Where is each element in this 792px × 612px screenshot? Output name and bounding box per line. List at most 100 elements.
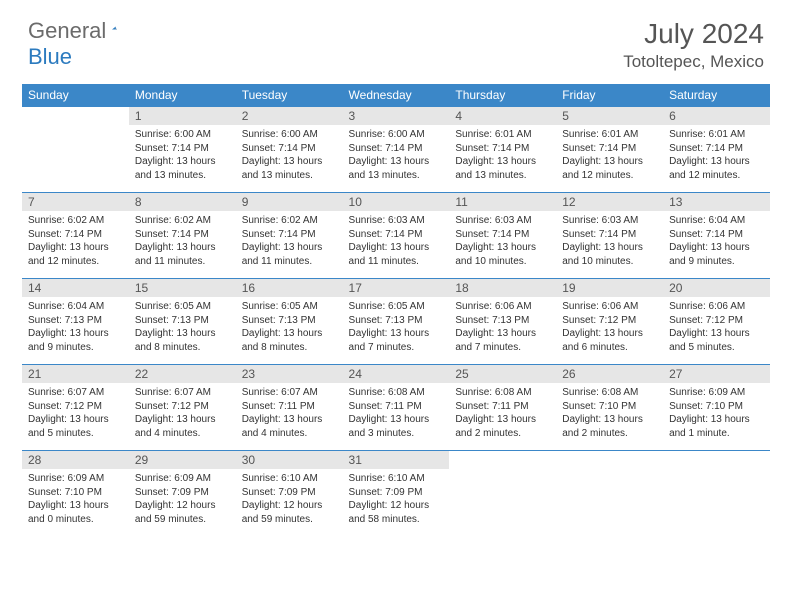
day-body: Sunrise: 6:01 AMSunset: 7:14 PMDaylight:… xyxy=(449,125,556,182)
daylight-line: Daylight: 13 hours and 8 minutes. xyxy=(242,327,337,354)
daylight-line: Daylight: 13 hours and 13 minutes. xyxy=(455,155,550,182)
day-number: 26 xyxy=(556,364,663,383)
empty-day xyxy=(449,450,556,468)
calendar-day-cell: 5Sunrise: 6:01 AMSunset: 7:14 PMDaylight… xyxy=(556,106,663,192)
daylight-line: Daylight: 13 hours and 10 minutes. xyxy=(455,241,550,268)
sunrise-line: Sunrise: 6:03 AM xyxy=(455,214,550,228)
day-number: 15 xyxy=(129,278,236,297)
calendar-day-cell: 1Sunrise: 6:00 AMSunset: 7:14 PMDaylight… xyxy=(129,106,236,192)
calendar-day-cell: 15Sunrise: 6:05 AMSunset: 7:13 PMDayligh… xyxy=(129,278,236,364)
calendar-day-cell: 16Sunrise: 6:05 AMSunset: 7:13 PMDayligh… xyxy=(236,278,343,364)
day-body: Sunrise: 6:07 AMSunset: 7:12 PMDaylight:… xyxy=(129,383,236,440)
daylight-line: Daylight: 13 hours and 10 minutes. xyxy=(562,241,657,268)
daylight-line: Daylight: 12 hours and 59 minutes. xyxy=(242,499,337,526)
day-number: 5 xyxy=(556,106,663,125)
sunset-line: Sunset: 7:14 PM xyxy=(135,228,230,242)
daylight-line: Daylight: 13 hours and 4 minutes. xyxy=(135,413,230,440)
sunset-line: Sunset: 7:14 PM xyxy=(669,228,764,242)
day-body: Sunrise: 6:05 AMSunset: 7:13 PMDaylight:… xyxy=(129,297,236,354)
day-number: 10 xyxy=(343,192,450,211)
day-body: Sunrise: 6:03 AMSunset: 7:14 PMDaylight:… xyxy=(343,211,450,268)
daylight-line: Daylight: 13 hours and 1 minute. xyxy=(669,413,764,440)
month-title: July 2024 xyxy=(623,18,764,50)
day-body: Sunrise: 6:08 AMSunset: 7:11 PMDaylight:… xyxy=(449,383,556,440)
calendar-day-cell xyxy=(449,450,556,536)
daylight-line: Daylight: 12 hours and 59 minutes. xyxy=(135,499,230,526)
calendar-body: 1Sunrise: 6:00 AMSunset: 7:14 PMDaylight… xyxy=(22,106,770,536)
sunrise-line: Sunrise: 6:05 AM xyxy=(135,300,230,314)
day-body: Sunrise: 6:07 AMSunset: 7:11 PMDaylight:… xyxy=(236,383,343,440)
calendar-week-row: 1Sunrise: 6:00 AMSunset: 7:14 PMDaylight… xyxy=(22,106,770,192)
empty-day xyxy=(22,106,129,124)
calendar-day-cell xyxy=(22,106,129,192)
day-body: Sunrise: 6:01 AMSunset: 7:14 PMDaylight:… xyxy=(556,125,663,182)
sunrise-line: Sunrise: 6:07 AM xyxy=(242,386,337,400)
sunrise-line: Sunrise: 6:08 AM xyxy=(349,386,444,400)
daylight-line: Daylight: 13 hours and 13 minutes. xyxy=(135,155,230,182)
day-number: 13 xyxy=(663,192,770,211)
sunset-line: Sunset: 7:14 PM xyxy=(455,228,550,242)
sunset-line: Sunset: 7:14 PM xyxy=(669,142,764,156)
sunrise-line: Sunrise: 6:03 AM xyxy=(562,214,657,228)
title-block: July 2024 Totoltepec, Mexico xyxy=(623,18,764,72)
sunset-line: Sunset: 7:11 PM xyxy=(455,400,550,414)
day-body: Sunrise: 6:09 AMSunset: 7:09 PMDaylight:… xyxy=(129,469,236,526)
calendar-day-cell: 13Sunrise: 6:04 AMSunset: 7:14 PMDayligh… xyxy=(663,192,770,278)
sunrise-line: Sunrise: 6:09 AM xyxy=(28,472,123,486)
day-body: Sunrise: 6:05 AMSunset: 7:13 PMDaylight:… xyxy=(343,297,450,354)
sunset-line: Sunset: 7:14 PM xyxy=(455,142,550,156)
weekday-header: Wednesday xyxy=(343,84,450,106)
calendar-day-cell: 24Sunrise: 6:08 AMSunset: 7:11 PMDayligh… xyxy=(343,364,450,450)
sunset-line: Sunset: 7:10 PM xyxy=(562,400,657,414)
day-body: Sunrise: 6:03 AMSunset: 7:14 PMDaylight:… xyxy=(449,211,556,268)
daylight-line: Daylight: 13 hours and 5 minutes. xyxy=(28,413,123,440)
calendar-day-cell: 19Sunrise: 6:06 AMSunset: 7:12 PMDayligh… xyxy=(556,278,663,364)
calendar-day-cell: 4Sunrise: 6:01 AMSunset: 7:14 PMDaylight… xyxy=(449,106,556,192)
sunset-line: Sunset: 7:12 PM xyxy=(28,400,123,414)
sunset-line: Sunset: 7:14 PM xyxy=(349,228,444,242)
day-number: 21 xyxy=(22,364,129,383)
day-body: Sunrise: 6:00 AMSunset: 7:14 PMDaylight:… xyxy=(129,125,236,182)
sunrise-line: Sunrise: 6:08 AM xyxy=(562,386,657,400)
daylight-line: Daylight: 13 hours and 6 minutes. xyxy=(562,327,657,354)
day-number: 29 xyxy=(129,450,236,469)
day-body: Sunrise: 6:08 AMSunset: 7:10 PMDaylight:… xyxy=(556,383,663,440)
daylight-line: Daylight: 13 hours and 13 minutes. xyxy=(349,155,444,182)
sunrise-line: Sunrise: 6:00 AM xyxy=(135,128,230,142)
sunrise-line: Sunrise: 6:02 AM xyxy=(28,214,123,228)
calendar-day-cell: 22Sunrise: 6:07 AMSunset: 7:12 PMDayligh… xyxy=(129,364,236,450)
calendar-week-row: 28Sunrise: 6:09 AMSunset: 7:10 PMDayligh… xyxy=(22,450,770,536)
sunrise-line: Sunrise: 6:03 AM xyxy=(349,214,444,228)
calendar-table: Sunday Monday Tuesday Wednesday Thursday… xyxy=(22,84,770,536)
daylight-line: Daylight: 13 hours and 8 minutes. xyxy=(135,327,230,354)
sunrise-line: Sunrise: 6:02 AM xyxy=(242,214,337,228)
calendar-day-cell: 2Sunrise: 6:00 AMSunset: 7:14 PMDaylight… xyxy=(236,106,343,192)
day-body: Sunrise: 6:00 AMSunset: 7:14 PMDaylight:… xyxy=(236,125,343,182)
daylight-line: Daylight: 13 hours and 11 minutes. xyxy=(242,241,337,268)
sunrise-line: Sunrise: 6:06 AM xyxy=(669,300,764,314)
day-body: Sunrise: 6:02 AMSunset: 7:14 PMDaylight:… xyxy=(129,211,236,268)
daylight-line: Daylight: 13 hours and 13 minutes. xyxy=(242,155,337,182)
day-body: Sunrise: 6:05 AMSunset: 7:13 PMDaylight:… xyxy=(236,297,343,354)
calendar-day-cell xyxy=(663,450,770,536)
daylight-line: Daylight: 13 hours and 12 minutes. xyxy=(28,241,123,268)
calendar-day-cell: 23Sunrise: 6:07 AMSunset: 7:11 PMDayligh… xyxy=(236,364,343,450)
day-body: Sunrise: 6:06 AMSunset: 7:12 PMDaylight:… xyxy=(663,297,770,354)
daylight-line: Daylight: 13 hours and 0 minutes. xyxy=(28,499,123,526)
sunrise-line: Sunrise: 6:04 AM xyxy=(669,214,764,228)
day-number: 4 xyxy=(449,106,556,125)
day-number: 20 xyxy=(663,278,770,297)
calendar-day-cell: 12Sunrise: 6:03 AMSunset: 7:14 PMDayligh… xyxy=(556,192,663,278)
sunset-line: Sunset: 7:14 PM xyxy=(242,142,337,156)
sunrise-line: Sunrise: 6:02 AM xyxy=(135,214,230,228)
day-number: 17 xyxy=(343,278,450,297)
day-number: 11 xyxy=(449,192,556,211)
weekday-header: Saturday xyxy=(663,84,770,106)
day-number: 22 xyxy=(129,364,236,383)
sunset-line: Sunset: 7:09 PM xyxy=(135,486,230,500)
day-body: Sunrise: 6:06 AMSunset: 7:13 PMDaylight:… xyxy=(449,297,556,354)
day-number: 25 xyxy=(449,364,556,383)
day-number: 9 xyxy=(236,192,343,211)
day-body: Sunrise: 6:08 AMSunset: 7:11 PMDaylight:… xyxy=(343,383,450,440)
day-body: Sunrise: 6:10 AMSunset: 7:09 PMDaylight:… xyxy=(343,469,450,526)
